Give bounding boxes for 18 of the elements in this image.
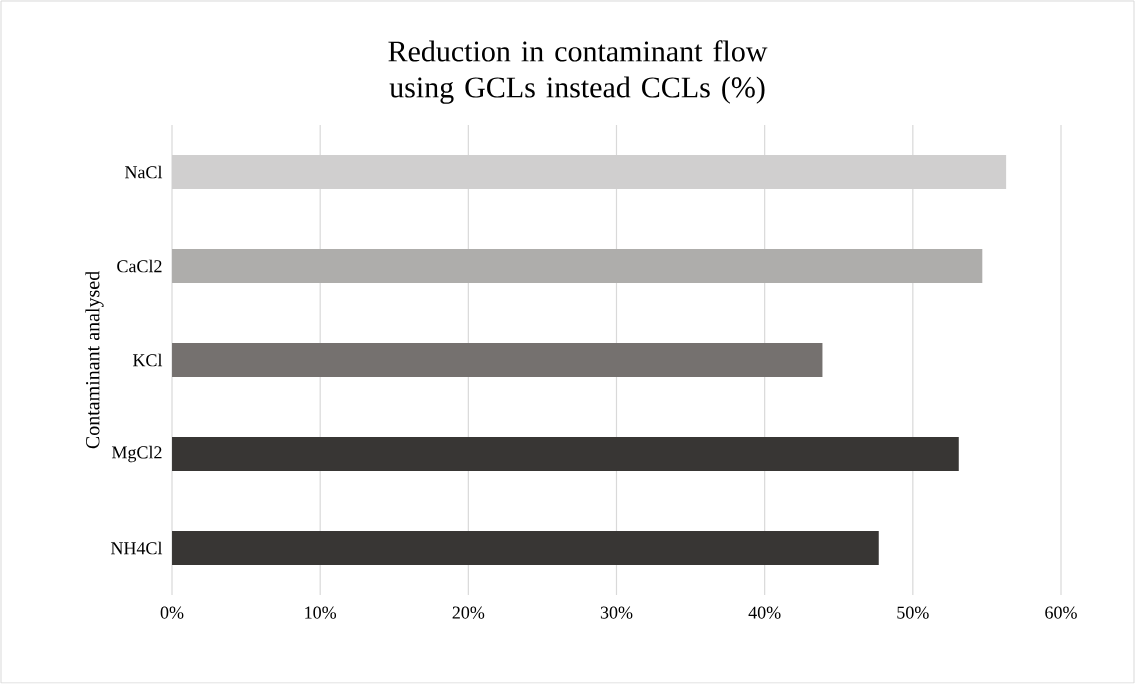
bar — [172, 530, 879, 565]
y-tick-label: NH4Cl — [110, 541, 163, 555]
y-tick-label: KCl — [132, 353, 163, 367]
x-tick-label: 60% — [1045, 606, 1077, 619]
bar — [172, 342, 823, 377]
y-axis-title: Contaminant analysed — [85, 271, 104, 449]
y-tick-label: CaCl2 — [117, 259, 162, 273]
x-tick-label: 50% — [897, 606, 929, 619]
bar — [172, 248, 983, 283]
x-tick-label: 20% — [452, 606, 485, 619]
bar — [172, 436, 959, 471]
x-tick-label: 30% — [600, 606, 633, 619]
chart-title: Reduction in contaminant flow using GCLs instead CCLs (%) — [388, 40, 768, 104]
x-tick-label: 40% — [748, 606, 781, 619]
y-tick-label: MgCl2 — [111, 445, 162, 463]
y-tick-label: NaCl — [125, 165, 163, 179]
x-tick-label: 10% — [305, 606, 337, 619]
x-tick-label: 0% — [160, 606, 184, 619]
